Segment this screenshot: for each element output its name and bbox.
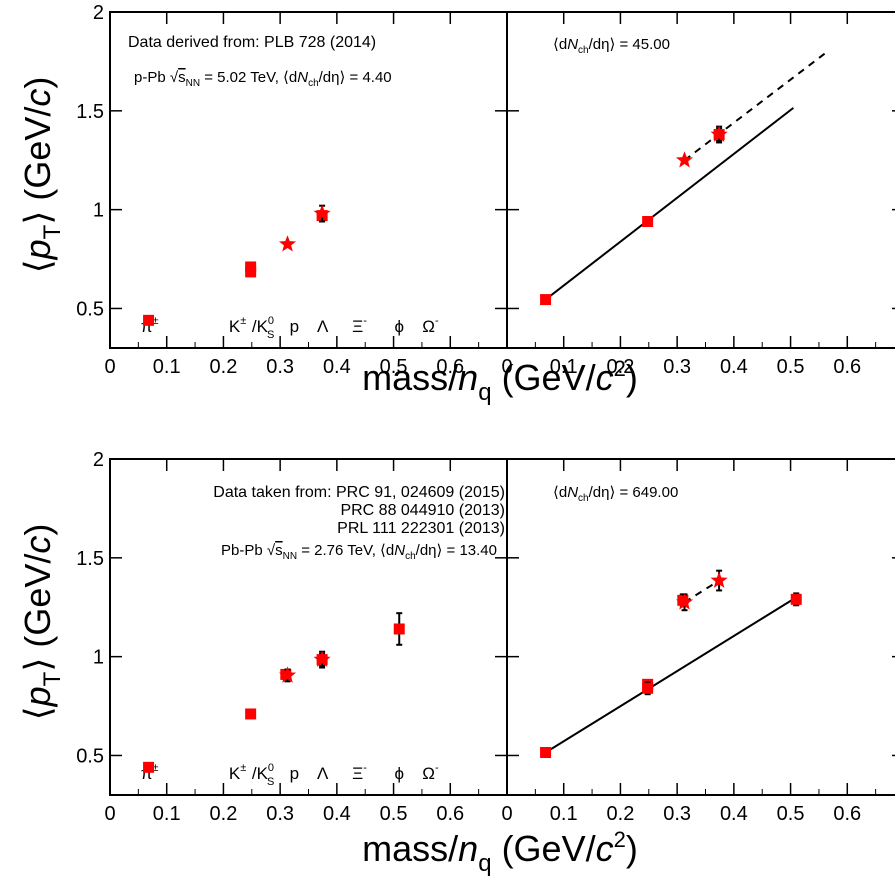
fit-line [544,107,795,301]
square-marker [790,593,802,605]
particle-label: p [290,317,299,336]
bottom-left-source-note-2: PRC 88 044910 (2013) [340,502,505,519]
y-tick-label: 1.5 [76,101,104,123]
particle-label: /K0 S [252,315,275,341]
x-tick-label: 0.1 [550,356,578,378]
square-marker [245,261,257,273]
star-marker [278,235,297,252]
top-left-system-note: p-Pb √sNN = 5.02 TeV, ⟨dNch/dη⟩ = 4.40 [134,69,392,89]
panel-bottom-left: 0 0.1 0.2 0.3 0.4 0.5 0.6 0.5 1 1.5 2 π± K± /K0 S p Λ Ξ-ϕ… [76,449,508,825]
particle-label: ϕ [394,764,404,783]
square-marker [393,623,405,635]
square-marker [642,216,654,228]
x-tick-label: 0.1 [550,803,578,825]
x-tick-label: 0.3 [266,356,294,378]
particle-label: Λ [317,317,329,336]
square-marker [540,747,552,759]
particle-label: Ω- [422,315,439,336]
x-tick-label: 0 [501,803,512,825]
bottom-x-axis-label: mass/nq (GeV/c2) [362,827,638,877]
square-marker [540,294,552,306]
particle-label: p [290,764,299,783]
top-x-axis-label: mass/nq (GeV/c2) [362,356,638,406]
y-tick-label: 2 [93,2,104,24]
particle-label: /K0 S [252,762,275,788]
particle-label: ϕ [394,317,404,336]
y-tick-label: 0.5 [76,745,104,767]
star-marker [313,204,331,221]
bottom-left-source-note-1: Data taken from: PRC 91, 024609 (2015) [213,484,505,501]
y-tick-label: 1 [93,200,104,222]
x-tick-label: 0.3 [663,803,691,825]
x-tick-label: 0.4 [720,803,748,825]
x-tick-label: 0.6 [833,356,861,378]
y-tick-label: 1.5 [76,548,104,570]
panel-frame [506,458,895,796]
x-tick-label: 0 [104,803,115,825]
x-tick-label: 0.3 [266,803,294,825]
x-tick-label: 0.5 [777,356,805,378]
square-marker [143,314,155,326]
x-tick-label: 0.4 [323,356,351,378]
x-tick-label: 0.5 [380,803,408,825]
x-tick-label: 0.6 [833,803,861,825]
top-left-source-note: Data derived from: PLB 728 (2014) [128,34,376,51]
panel-top-left: 0 0.1 0.2 0.3 0.4 0.5 0.6 0.5 1 1.5 2 π± K± /K0 S p Λ Ξ-ϕ… [76,2,508,378]
bottom-left-system-note: Pb-Pb √sNN = 2.76 TeV, ⟨dNch/dη⟩ = 13.40 [221,542,497,562]
particle-label: Λ [317,764,329,783]
x-tick-label: 0.4 [720,356,748,378]
particle-label: π± [141,762,159,783]
x-tick-label: 0 [501,356,512,378]
x-tick-label: 0.2 [210,803,238,825]
particle-label: Ω- [422,762,439,783]
star-marker [675,151,694,168]
y-tick-label: 0.5 [76,298,104,320]
star-marker [278,666,297,683]
square-marker [245,708,257,720]
panel-bottom-right: 0 0.1 0.2 0.3 0.4 0.5 0.6 [501,458,895,825]
x-tick-label: 0.2 [607,356,635,378]
square-marker [642,682,654,694]
star-marker [675,593,694,610]
x-tick-label: 0.2 [607,803,635,825]
fit-line-dashed [683,579,720,604]
square-marker [143,761,155,773]
x-tick-label: 0.3 [663,356,691,378]
particle-label: K± [229,762,246,783]
x-tick-label: 0.5 [777,803,805,825]
y-tick-label: 2 [93,449,104,471]
star-marker [710,125,728,142]
bottom-right-multiplicity-note: ⟨dNch/dη⟩ = 649.00 [553,484,678,504]
x-tick-label: 0.2 [210,356,238,378]
bottom-left-source-note-3: PRL 111 222301 (2013) [337,520,505,537]
particle-label: K± [229,315,246,336]
top-right-multiplicity-note: ⟨dNch/dη⟩ = 45.00 [553,36,670,56]
x-tick-label: 0 [104,356,115,378]
panel-top-right: 0 0.1 0.2 0.3 0.4 0.5 0.6 [501,11,895,378]
particle-label: π± [141,315,159,336]
x-tick-label: 0.5 [380,356,408,378]
star-marker [710,571,728,588]
x-tick-label: 0.1 [153,356,181,378]
particle-label: Ξ- [352,315,367,336]
fit-line [545,596,797,754]
bottom-y-axis-label: ⟨pT⟩ (GeV/c) [17,524,66,721]
fit-line-dashed [683,50,829,162]
panel-frame [109,11,508,349]
top-y-axis-label: ⟨pT⟩ (GeV/c) [17,77,66,274]
y-tick-label: 1 [93,647,104,669]
particle-label: Ξ- [352,762,367,783]
x-tick-label: 0.4 [323,803,351,825]
star-marker [313,650,331,667]
x-tick-label: 0.6 [436,356,464,378]
x-tick-label: 0.1 [153,803,181,825]
x-tick-label: 0.6 [436,803,464,825]
